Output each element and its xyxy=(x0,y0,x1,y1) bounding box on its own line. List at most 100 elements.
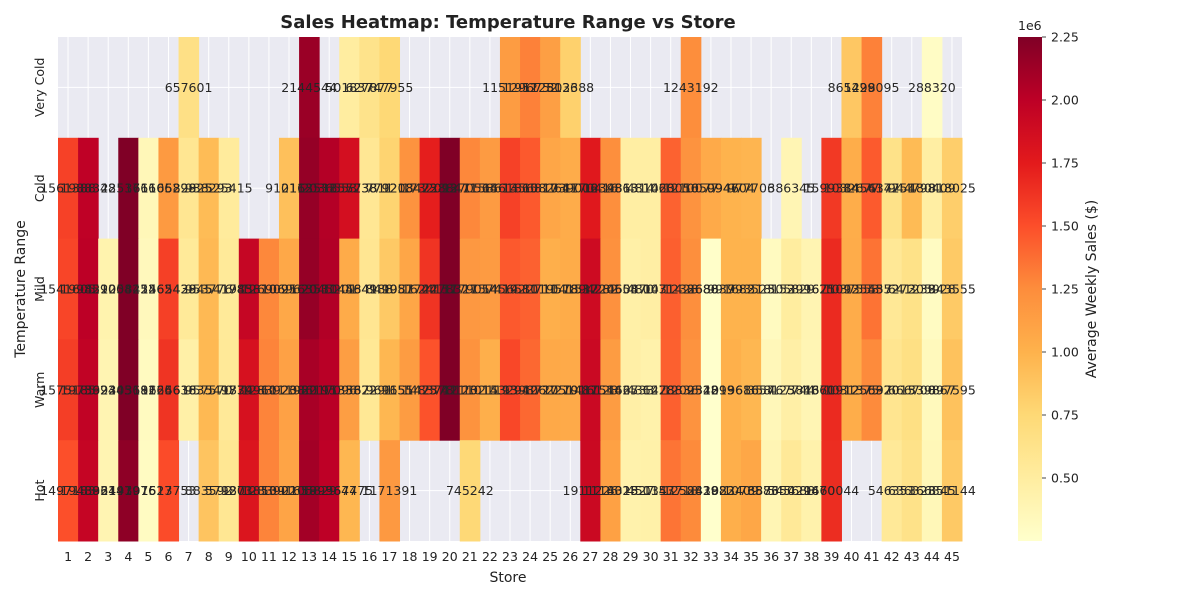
cell-label: 399245 xyxy=(84,382,132,397)
heatmap-cell xyxy=(399,137,421,240)
heatmap-cell xyxy=(640,440,662,542)
cell-label: 597015 xyxy=(868,382,916,397)
cell-label: 1428836 xyxy=(643,382,699,397)
heatmap-cell xyxy=(640,339,662,441)
x-tick-label: 10 xyxy=(241,549,257,564)
cell-label: 897595 xyxy=(928,382,976,397)
heatmap-cell xyxy=(178,339,200,441)
heatmap-cell xyxy=(921,137,943,240)
heatmap-cell xyxy=(841,339,863,441)
cell-label: 1258829 xyxy=(663,483,719,498)
cell-label: 779213 xyxy=(366,181,414,196)
x-tick-label: 32 xyxy=(683,549,699,564)
heatmap-cell xyxy=(78,440,99,542)
cell-label: 910112 xyxy=(265,181,313,196)
cell-label: 1023409 xyxy=(703,483,759,498)
heatmap-cell xyxy=(459,440,481,542)
cell-label: 567291 xyxy=(346,382,394,397)
cell-label: 1118028 xyxy=(583,483,639,498)
heatmap-cell xyxy=(941,137,963,240)
heatmap-cell xyxy=(359,137,380,240)
x-tick-label: 5 xyxy=(144,549,152,564)
heatmap-cell xyxy=(98,339,119,441)
heatmap-cell xyxy=(821,137,842,240)
heatmap-cell xyxy=(319,238,340,340)
heatmap-cell xyxy=(901,137,923,240)
cell-label: 1565438 xyxy=(141,282,197,297)
heatmap-cell xyxy=(459,137,481,240)
cell-label: 1050947 xyxy=(683,181,739,196)
x-tick-label: 13 xyxy=(301,549,317,564)
x-tick-label: 9 xyxy=(225,549,233,564)
heatmap-cell xyxy=(841,238,863,340)
cell-label: 342462 xyxy=(125,282,173,297)
cell-label: 802388 xyxy=(546,80,594,95)
x-tick-label: 33 xyxy=(703,549,719,564)
heatmap-cell xyxy=(921,37,943,139)
heatmap-cell xyxy=(540,137,561,240)
heatmap-cell xyxy=(941,440,963,542)
cell-label: 1948831 xyxy=(60,483,116,498)
cell-label: 1916128 xyxy=(563,382,619,397)
heatmap-cell xyxy=(520,339,541,441)
heatmap-cell xyxy=(560,37,581,139)
cell-label: 545688 xyxy=(767,483,815,498)
heatmap-cell xyxy=(660,440,682,542)
colorbar-gradient xyxy=(1018,37,1042,541)
heatmap-cell xyxy=(700,440,722,542)
heatmap-cell xyxy=(640,238,662,340)
heatmap-cell xyxy=(359,37,380,139)
heatmap-cell xyxy=(881,137,903,240)
cell-label: 1270564 xyxy=(442,181,498,196)
heatmap-cell xyxy=(499,339,521,441)
heatmap-cell xyxy=(741,440,762,542)
heatmap-cell xyxy=(901,238,923,340)
heatmap-cell xyxy=(339,440,360,542)
heatmap-cell xyxy=(761,339,782,441)
heatmap-cell xyxy=(238,440,260,542)
x-tick-label: 17 xyxy=(382,549,398,564)
cell-label: 1834960 xyxy=(221,382,277,397)
heatmap-cell xyxy=(58,137,79,240)
heatmap-cell xyxy=(319,137,340,240)
heatmap-cell xyxy=(881,339,903,441)
cell-label: 938293 xyxy=(185,181,233,196)
heatmap-cell xyxy=(720,238,742,340)
heatmap-cell xyxy=(399,339,421,441)
cell-label: 436278 xyxy=(627,382,675,397)
cell-label: 1239863 xyxy=(583,181,639,196)
heatmap-cell xyxy=(98,238,119,340)
cell-label: 307627 xyxy=(125,483,173,498)
cell-label: 666700 xyxy=(888,382,936,397)
cell-label: 1561865 xyxy=(482,181,538,196)
x-tick-label: 26 xyxy=(562,549,578,564)
colorbar-tick-label: 0.50 xyxy=(1051,471,1079,486)
cell-label: 967475 xyxy=(325,483,373,498)
cell-label: 549779 xyxy=(205,382,253,397)
cell-label: 2163531 xyxy=(281,181,337,196)
chart-title: Sales Heatmap: Temperature Range vs Stor… xyxy=(280,12,735,33)
cell-label: 1975624 xyxy=(60,382,116,397)
cell-label: 480409 xyxy=(908,181,956,196)
cell-label: 1398727 xyxy=(502,382,558,397)
cell-label: 1625636 xyxy=(141,382,197,397)
heatmap-cell xyxy=(620,440,642,542)
x-tick-label: 6 xyxy=(165,549,173,564)
heatmap-cell xyxy=(238,339,260,441)
heatmap-cell xyxy=(198,238,220,340)
heatmap-cell xyxy=(720,137,742,240)
heatmap-cell xyxy=(138,440,159,542)
x-tick-label: 29 xyxy=(623,549,639,564)
heatmap-cell xyxy=(901,440,923,542)
heatmap-cell xyxy=(218,440,240,542)
cell-label: 384361 xyxy=(787,382,835,397)
cell-label: 339867 xyxy=(908,382,956,397)
cell-label: 480071 xyxy=(627,282,675,297)
heatmap-cell xyxy=(339,137,360,240)
heatmap-cell xyxy=(520,37,541,139)
cell-label: 1454172 xyxy=(844,181,900,196)
cell-label: 1575185 xyxy=(40,382,96,397)
cell-label: 2036553 xyxy=(301,181,357,196)
heatmap-cell xyxy=(379,339,401,441)
